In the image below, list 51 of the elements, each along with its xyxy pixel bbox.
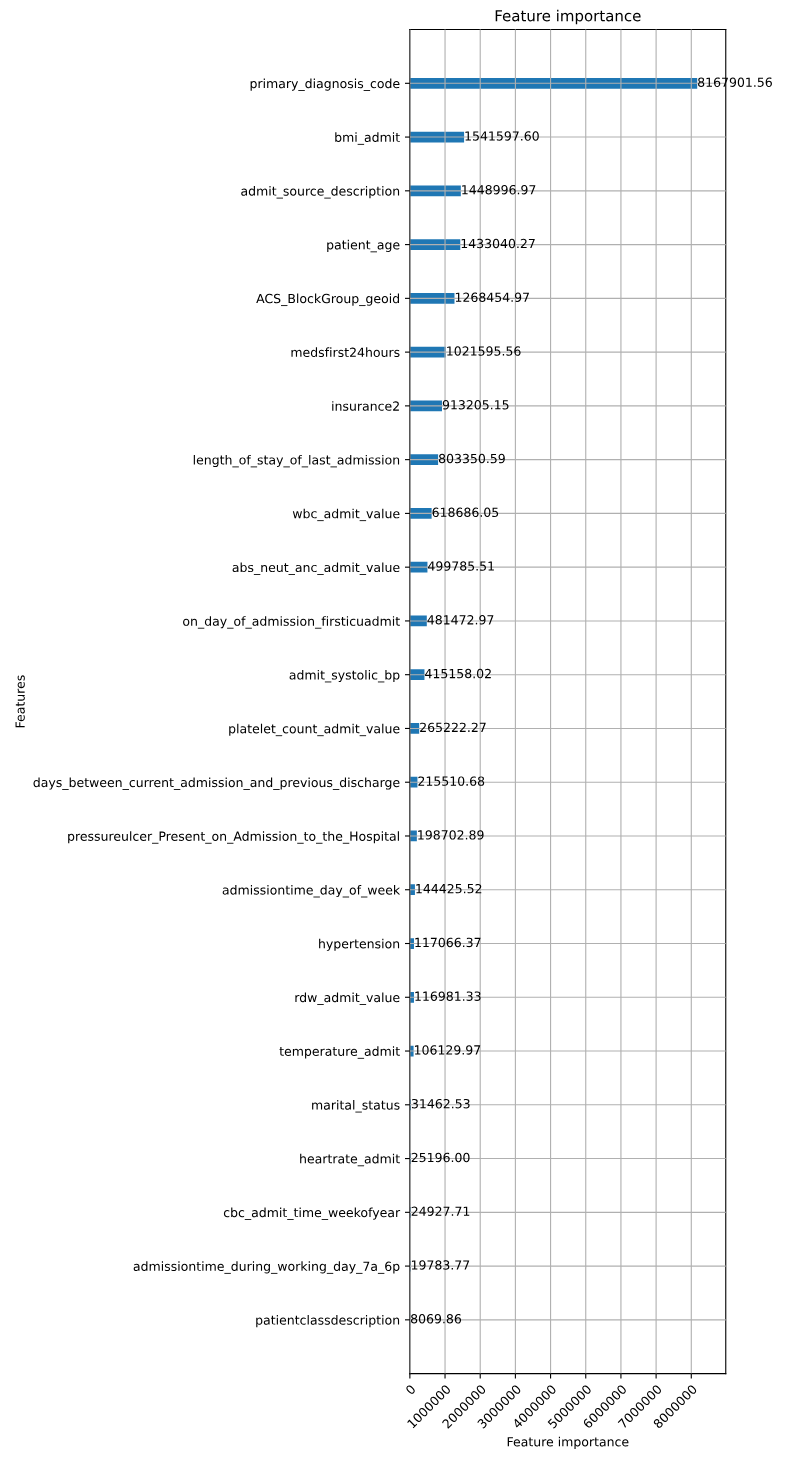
data-label: 117066.37 bbox=[415, 937, 481, 948]
y-tick-label: bmi_admit bbox=[335, 132, 400, 145]
y-tick-label: admit_systolic_bp bbox=[289, 669, 400, 683]
y-tick-label: temperature_admit bbox=[279, 1046, 400, 1059]
data-label: 803350.59 bbox=[438, 453, 505, 464]
y-tick-label: platelet_count_admit_value bbox=[229, 723, 400, 737]
y-tick-label: hypertension bbox=[319, 938, 400, 951]
x-axis-title: Feature importance bbox=[507, 1436, 629, 1449]
chart-title: Feature importance bbox=[495, 9, 641, 25]
y-tick-label: on_day_of_admission_firsticuadmit bbox=[183, 616, 400, 629]
y-tick-label: patientclassdescription bbox=[256, 1315, 400, 1328]
data-label: 19783.77 bbox=[411, 1260, 470, 1270]
y-tick-label: pressureulcer_Present_on_Admission_to_the_Hospital bbox=[68, 831, 399, 844]
data-label: 31462.53 bbox=[411, 1098, 470, 1109]
y-tick-label: marital_status bbox=[312, 1100, 400, 1113]
y-tick-label: patient_age bbox=[327, 239, 400, 253]
data-label: 144425.52 bbox=[416, 883, 482, 894]
y-tick-label: medsfirst24hours bbox=[291, 347, 400, 358]
data-label: 1268454.97 bbox=[455, 292, 529, 302]
data-label: 116981.33 bbox=[415, 991, 481, 1001]
data-label: 106129.97 bbox=[414, 1045, 481, 1055]
y-tick-label: rdw_admit_value bbox=[295, 992, 400, 1005]
data-label: 913205.15 bbox=[442, 400, 509, 410]
y-tick-label: admit_source_description bbox=[241, 186, 400, 199]
data-label: 1021595.56 bbox=[447, 346, 521, 356]
data-label: 618686.05 bbox=[432, 507, 499, 518]
y-axis-title: Features bbox=[15, 675, 25, 728]
data-label: 8069.86 bbox=[410, 1314, 462, 1324]
data-label: 415158.02 bbox=[425, 668, 491, 679]
y-tick-label: admissiontime_day_of_week bbox=[222, 885, 401, 898]
data-label: 1541597.60 bbox=[465, 131, 539, 141]
y-tick-label: length_of_stay_of_last_admission bbox=[193, 454, 400, 468]
y-tick-label: primary_diagnosis_code bbox=[250, 78, 400, 91]
data-label: 215510.68 bbox=[418, 776, 485, 786]
data-label: 1448996.97 bbox=[462, 185, 536, 195]
data-label: 499785.51 bbox=[428, 561, 494, 571]
y-tick-label: wbc_admit_value bbox=[292, 508, 400, 522]
data-label: 265222.27 bbox=[420, 722, 486, 733]
data-label: 24927.71 bbox=[411, 1206, 470, 1216]
data-label: 481472.97 bbox=[427, 615, 494, 625]
data-label: 25196.00 bbox=[411, 1152, 470, 1163]
data-label: 1433040.27 bbox=[461, 238, 535, 249]
y-tick-label: abs_neut_anc_admit_value bbox=[232, 562, 400, 575]
data-label: 198702.89 bbox=[418, 830, 484, 840]
y-tick-label: insurance2 bbox=[332, 401, 399, 411]
y-tick-label: admissiontime_during_working_day_7a_6p bbox=[133, 1261, 400, 1274]
y-tick-label: cbc_admit_time_weekofyear bbox=[223, 1207, 401, 1221]
y-tick-label: heartrate_admit bbox=[300, 1153, 400, 1167]
y-tick-label: days_between_current_admission_and_previous_discharge bbox=[33, 777, 400, 790]
y-tick-label: ACS_BlockGroup_geoid bbox=[256, 293, 399, 307]
data-label: 8167901.56 bbox=[698, 77, 772, 87]
